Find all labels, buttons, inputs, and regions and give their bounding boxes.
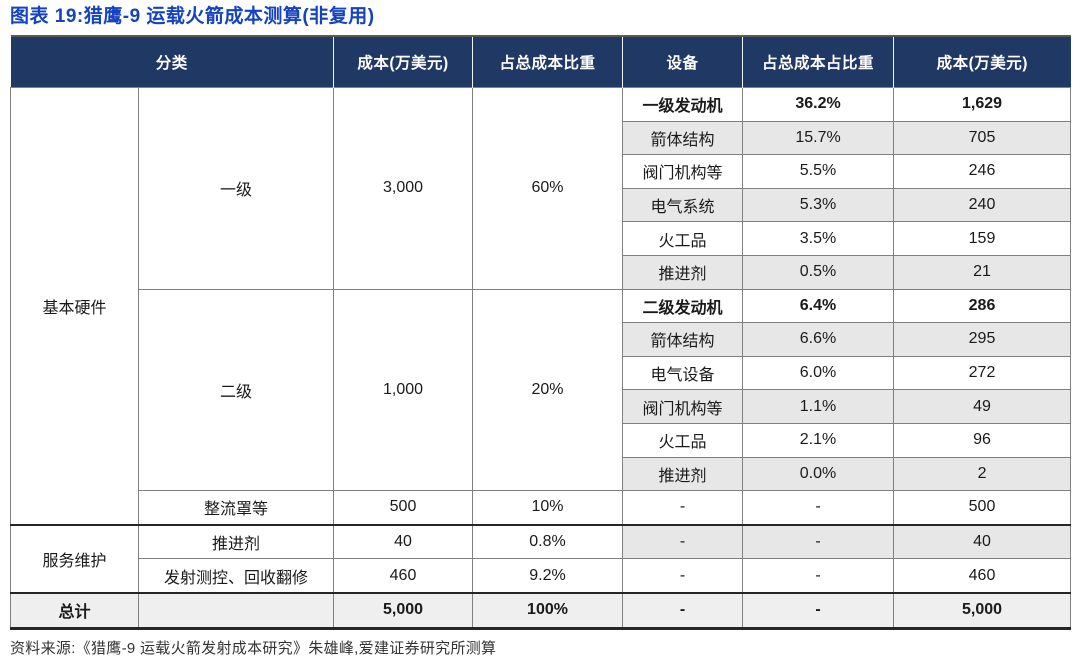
device-name-cell: -: [622, 490, 744, 526]
device-cost-cell: 5,000: [893, 591, 1072, 629]
cell-launch-ops-share: 9.2%: [472, 558, 624, 594]
cell-stage2-cost: 1,000: [333, 288, 474, 492]
device-name-cell: 一级发动机: [622, 87, 744, 122]
device-name-cell: 火工品: [622, 221, 744, 256]
device-name-cell: 火工品: [622, 422, 744, 458]
device-share-cell: 5.5%: [742, 154, 895, 189]
device-share-cell: 6.0%: [742, 355, 895, 391]
header-share: 占总成本比重: [472, 36, 623, 88]
device-cost-cell: 286: [893, 288, 1072, 324]
cell-total-share: 100%: [472, 591, 624, 629]
header-device-share: 占总成本占比重: [742, 36, 894, 88]
device-cost-cell: 500: [893, 490, 1072, 526]
cell-fairing-share: 10%: [472, 490, 624, 526]
device-name-cell: 电气系统: [622, 187, 744, 223]
table-row: 推进剂 0.0% 2: [11, 456, 1072, 492]
table-row: 箭体结构 15.7% 705: [11, 120, 1072, 156]
table-row: 发射测控、回收翻修 460 9.2% - - 460: [11, 558, 1072, 594]
device-name-cell: 箭体结构: [622, 322, 744, 357]
device-name-cell: 推进剂: [622, 254, 744, 290]
device-cost-cell: 705: [893, 120, 1072, 156]
device-share-cell: 6.4%: [742, 288, 895, 324]
device-name-cell: -: [622, 558, 744, 594]
device-cost-cell: 21: [893, 254, 1072, 290]
device-cost-cell: 2: [893, 456, 1072, 492]
table-row: 基本硬件 一级 3,000 60% 一级发动机 36.2% 1,629: [10, 86, 1072, 526]
device-share-cell: -: [742, 490, 895, 526]
device-share-cell: 6.6%: [742, 322, 895, 357]
device-name-cell: -: [622, 523, 744, 560]
table-row: 整流罩等 500 10% - - 500: [11, 490, 1072, 526]
device-share-cell: -: [742, 523, 895, 560]
device-share-cell: 3.5%: [742, 221, 895, 256]
table-row: 火工品 3.5% 159: [11, 221, 1072, 256]
cell-propellant-share: 0.8%: [472, 523, 624, 560]
device-name-cell: 电气设备: [622, 355, 744, 391]
table-row: 二级 1,000 20% 二级发动机 6.4% 286: [11, 288, 1072, 492]
header-device-cost: 成本(万美元): [893, 36, 1071, 88]
cell-launch-ops: 发射测控、回收翻修: [137, 558, 335, 594]
cell-total-cost: 5,000: [333, 591, 474, 629]
cost-breakdown-table: 分类 成本(万美元) 占总成本比重 设备 占总成本占比重 成本(万美元) 基本硬…: [10, 35, 1072, 630]
device-cost-cell: 49: [893, 389, 1072, 424]
device-name-cell: 二级发动机: [622, 288, 744, 324]
device-name-cell: -: [622, 591, 744, 629]
table-row: 阀门机构等 5.5% 246: [11, 154, 1072, 189]
table-row: 电气系统 5.3% 240: [11, 187, 1072, 223]
source-note: 资料来源:《猎鹰-9 运载火箭发射成本研究》朱雄峰,爱建证券研究所测算: [10, 639, 497, 657]
header-category: 分类: [10, 36, 334, 88]
cell-launch-ops-cost: 460: [333, 558, 474, 594]
cell-stage2: 二级: [137, 288, 335, 492]
table-row: 服务维护 推进剂 40 0.8% - - 40: [10, 523, 1072, 594]
cell-propellant-cost: 40: [333, 523, 474, 560]
cell-category-hardware: 基本硬件: [10, 86, 139, 526]
device-share-cell: -: [742, 591, 895, 629]
device-name-cell: 阀门机构等: [622, 154, 744, 189]
device-cost-cell: 272: [893, 355, 1072, 391]
table-row: 阀门机构等 1.1% 49: [11, 389, 1072, 424]
cell-stage2-share: 20%: [472, 288, 624, 492]
device-cost-cell: 40: [893, 523, 1072, 560]
device-cost-cell: 460: [893, 558, 1072, 594]
device-share-cell: 1.1%: [742, 389, 895, 424]
device-share-cell: 5.3%: [742, 187, 895, 223]
cell-propellant: 推进剂: [137, 523, 335, 560]
device-cost-cell: 246: [893, 154, 1072, 189]
table-row: 电气设备 6.0% 272: [11, 355, 1072, 391]
device-name-cell: 推进剂: [622, 456, 744, 492]
device-share-cell: 15.7%: [742, 120, 895, 156]
device-share-cell: 36.2%: [742, 87, 895, 122]
device-share-cell: 0.0%: [742, 456, 895, 492]
cell-stage1: 一级: [137, 87, 335, 290]
device-cost-cell: 295: [893, 322, 1072, 357]
device-name-cell: 箭体结构: [622, 120, 744, 156]
header-row: 分类 成本(万美元) 占总成本比重 设备 占总成本占比重 成本(万美元): [10, 36, 1071, 88]
total-row: 总计 5,000 100% - - 5,000: [10, 591, 1072, 629]
device-share-cell: -: [742, 558, 895, 594]
header-cost: 成本(万美元): [333, 36, 473, 88]
device-cost-cell: 96: [893, 422, 1072, 458]
cell-stage1-cost: 3,000: [333, 87, 474, 290]
cell-stage1-share: 60%: [472, 87, 624, 290]
table-row: 火工品 2.1% 96: [11, 422, 1072, 458]
figure-title: 图表 19:猎鹰-9 运载火箭成本测算(非复用): [10, 6, 375, 27]
device-name-cell: 阀门机构等: [622, 389, 744, 424]
cell-category-service: 服务维护: [10, 523, 139, 594]
device-share-cell: 0.5%: [742, 254, 895, 290]
header-device: 设备: [622, 36, 743, 88]
table-row: 推进剂 0.5% 21: [11, 254, 1072, 290]
cell-total-label: 总计: [10, 591, 139, 629]
table-header: 分类 成本(万美元) 占总成本比重 设备 占总成本占比重 成本(万美元): [10, 36, 1071, 88]
device-cost-cell: 159: [893, 221, 1072, 256]
device-share-cell: 2.1%: [742, 422, 895, 458]
cell-fairing-cost: 500: [333, 490, 474, 526]
cell-total-blank: [137, 591, 335, 629]
device-cost-cell: 240: [893, 187, 1072, 223]
cell-fairing: 整流罩等: [137, 490, 335, 526]
device-cost-cell: 1,629: [893, 87, 1072, 122]
